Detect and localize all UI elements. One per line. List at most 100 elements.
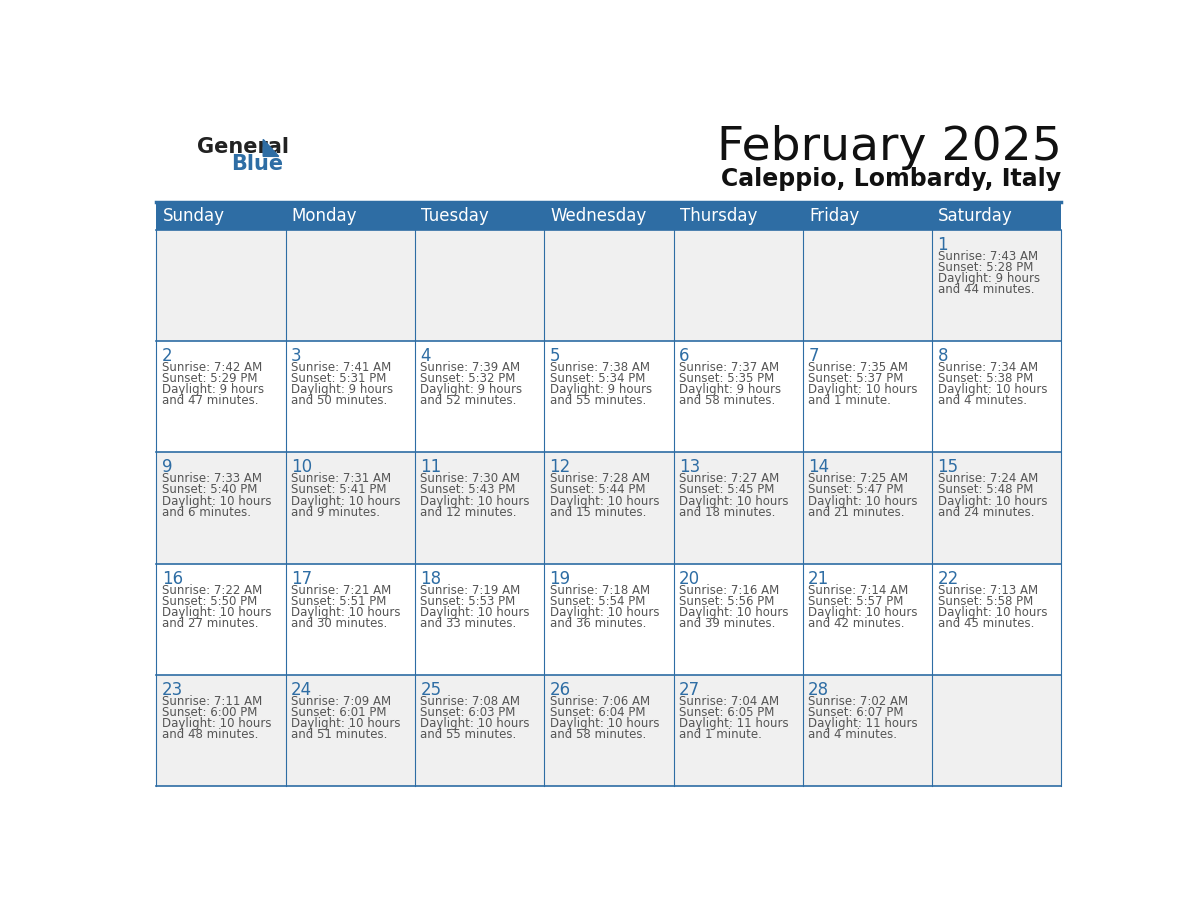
- Text: Daylight: 9 hours: Daylight: 9 hours: [678, 383, 781, 397]
- Text: 10: 10: [291, 458, 312, 476]
- Text: Daylight: 9 hours: Daylight: 9 hours: [421, 383, 523, 397]
- Text: Daylight: 10 hours: Daylight: 10 hours: [162, 606, 271, 619]
- Text: Sunset: 5:51 PM: Sunset: 5:51 PM: [291, 595, 386, 608]
- Text: Daylight: 10 hours: Daylight: 10 hours: [162, 495, 271, 508]
- Text: Sunset: 5:53 PM: Sunset: 5:53 PM: [421, 595, 516, 608]
- Text: Sunrise: 7:04 AM: Sunrise: 7:04 AM: [678, 695, 779, 708]
- Text: and 9 minutes.: and 9 minutes.: [291, 506, 380, 519]
- Text: Sunrise: 7:37 AM: Sunrise: 7:37 AM: [678, 361, 779, 374]
- Text: 13: 13: [678, 458, 700, 476]
- Text: Daylight: 10 hours: Daylight: 10 hours: [550, 606, 659, 619]
- Text: and 4 minutes.: and 4 minutes.: [808, 728, 897, 742]
- Text: and 42 minutes.: and 42 minutes.: [808, 617, 905, 630]
- Text: 1: 1: [937, 236, 948, 253]
- Text: Daylight: 10 hours: Daylight: 10 hours: [937, 495, 1047, 508]
- Text: Thursday: Thursday: [680, 207, 757, 225]
- Text: 3: 3: [291, 347, 302, 365]
- Text: Sunset: 6:00 PM: Sunset: 6:00 PM: [162, 706, 257, 719]
- Text: Daylight: 10 hours: Daylight: 10 hours: [808, 383, 918, 397]
- Text: and 44 minutes.: and 44 minutes.: [937, 283, 1034, 296]
- Bar: [157, 341, 1061, 453]
- Text: Sunrise: 7:28 AM: Sunrise: 7:28 AM: [550, 472, 650, 486]
- Bar: [157, 453, 1061, 564]
- Text: Sunset: 5:37 PM: Sunset: 5:37 PM: [808, 372, 904, 385]
- Text: Sunrise: 7:31 AM: Sunrise: 7:31 AM: [291, 472, 391, 486]
- Text: Daylight: 10 hours: Daylight: 10 hours: [808, 606, 918, 619]
- Bar: [157, 230, 1061, 341]
- Text: and 18 minutes.: and 18 minutes.: [678, 506, 776, 519]
- Text: Daylight: 10 hours: Daylight: 10 hours: [291, 717, 400, 730]
- Text: and 51 minutes.: and 51 minutes.: [291, 728, 387, 742]
- Text: 16: 16: [162, 570, 183, 588]
- Text: and 24 minutes.: and 24 minutes.: [937, 506, 1034, 519]
- Text: 2: 2: [162, 347, 172, 365]
- Text: Sunset: 6:05 PM: Sunset: 6:05 PM: [678, 706, 775, 719]
- Text: Sunrise: 7:02 AM: Sunrise: 7:02 AM: [808, 695, 909, 708]
- Text: 21: 21: [808, 570, 829, 588]
- Text: 18: 18: [421, 570, 442, 588]
- Text: Sunset: 6:04 PM: Sunset: 6:04 PM: [550, 706, 645, 719]
- Text: 4: 4: [421, 347, 431, 365]
- Text: and 6 minutes.: and 6 minutes.: [162, 506, 251, 519]
- Text: Sunset: 5:34 PM: Sunset: 5:34 PM: [550, 372, 645, 385]
- Text: and 55 minutes.: and 55 minutes.: [550, 395, 646, 408]
- Text: Sunset: 5:57 PM: Sunset: 5:57 PM: [808, 595, 904, 608]
- Text: Daylight: 10 hours: Daylight: 10 hours: [291, 495, 400, 508]
- Polygon shape: [264, 140, 279, 156]
- Text: Sunrise: 7:21 AM: Sunrise: 7:21 AM: [291, 584, 391, 597]
- Text: Sunset: 5:45 PM: Sunset: 5:45 PM: [678, 484, 775, 497]
- Text: Sunset: 5:31 PM: Sunset: 5:31 PM: [291, 372, 386, 385]
- Text: 28: 28: [808, 681, 829, 699]
- Text: Sunrise: 7:34 AM: Sunrise: 7:34 AM: [937, 361, 1037, 374]
- Text: Daylight: 10 hours: Daylight: 10 hours: [808, 495, 918, 508]
- Text: Sunrise: 7:25 AM: Sunrise: 7:25 AM: [808, 472, 909, 486]
- Text: 14: 14: [808, 458, 829, 476]
- Text: 25: 25: [421, 681, 442, 699]
- Text: and 1 minute.: and 1 minute.: [808, 395, 891, 408]
- Bar: [157, 675, 1061, 786]
- Text: Sunset: 5:47 PM: Sunset: 5:47 PM: [808, 484, 904, 497]
- Bar: [157, 203, 1061, 230]
- Text: Sunset: 5:43 PM: Sunset: 5:43 PM: [421, 484, 516, 497]
- Text: General: General: [196, 137, 289, 157]
- Text: Sunset: 5:48 PM: Sunset: 5:48 PM: [937, 484, 1032, 497]
- Text: Daylight: 10 hours: Daylight: 10 hours: [291, 606, 400, 619]
- Text: and 58 minutes.: and 58 minutes.: [550, 728, 646, 742]
- Text: and 58 minutes.: and 58 minutes.: [678, 395, 776, 408]
- Text: and 55 minutes.: and 55 minutes.: [421, 728, 517, 742]
- Text: Sunset: 6:03 PM: Sunset: 6:03 PM: [421, 706, 516, 719]
- Text: Daylight: 10 hours: Daylight: 10 hours: [421, 606, 530, 619]
- Text: and 12 minutes.: and 12 minutes.: [421, 506, 517, 519]
- Text: Sunset: 5:58 PM: Sunset: 5:58 PM: [937, 595, 1032, 608]
- Text: and 4 minutes.: and 4 minutes.: [937, 395, 1026, 408]
- Text: Daylight: 10 hours: Daylight: 10 hours: [678, 606, 789, 619]
- Text: Daylight: 10 hours: Daylight: 10 hours: [678, 495, 789, 508]
- Text: 24: 24: [291, 681, 312, 699]
- Text: Sunrise: 7:33 AM: Sunrise: 7:33 AM: [162, 472, 261, 486]
- Text: Sunset: 6:07 PM: Sunset: 6:07 PM: [808, 706, 904, 719]
- Text: Daylight: 10 hours: Daylight: 10 hours: [937, 383, 1047, 397]
- Text: 22: 22: [937, 570, 959, 588]
- Text: 17: 17: [291, 570, 312, 588]
- Text: Sunrise: 7:06 AM: Sunrise: 7:06 AM: [550, 695, 650, 708]
- Text: Sunrise: 7:16 AM: Sunrise: 7:16 AM: [678, 584, 779, 597]
- Text: and 30 minutes.: and 30 minutes.: [291, 617, 387, 630]
- Text: 27: 27: [678, 681, 700, 699]
- Text: Daylight: 10 hours: Daylight: 10 hours: [162, 717, 271, 730]
- Text: Sunset: 5:28 PM: Sunset: 5:28 PM: [937, 261, 1032, 274]
- Text: Sunset: 5:38 PM: Sunset: 5:38 PM: [937, 372, 1032, 385]
- Text: and 27 minutes.: and 27 minutes.: [162, 617, 258, 630]
- Text: Tuesday: Tuesday: [421, 207, 488, 225]
- Text: and 33 minutes.: and 33 minutes.: [421, 617, 517, 630]
- Text: Sunrise: 7:30 AM: Sunrise: 7:30 AM: [421, 472, 520, 486]
- Text: Daylight: 9 hours: Daylight: 9 hours: [937, 272, 1040, 285]
- Text: Sunrise: 7:08 AM: Sunrise: 7:08 AM: [421, 695, 520, 708]
- Text: Daylight: 10 hours: Daylight: 10 hours: [421, 495, 530, 508]
- Text: Sunrise: 7:27 AM: Sunrise: 7:27 AM: [678, 472, 779, 486]
- Text: Sunrise: 7:22 AM: Sunrise: 7:22 AM: [162, 584, 261, 597]
- Text: Daylight: 9 hours: Daylight: 9 hours: [550, 383, 652, 397]
- Text: Sunset: 5:56 PM: Sunset: 5:56 PM: [678, 595, 775, 608]
- Text: and 50 minutes.: and 50 minutes.: [291, 395, 387, 408]
- Text: Sunrise: 7:11 AM: Sunrise: 7:11 AM: [162, 695, 261, 708]
- Text: Monday: Monday: [292, 207, 358, 225]
